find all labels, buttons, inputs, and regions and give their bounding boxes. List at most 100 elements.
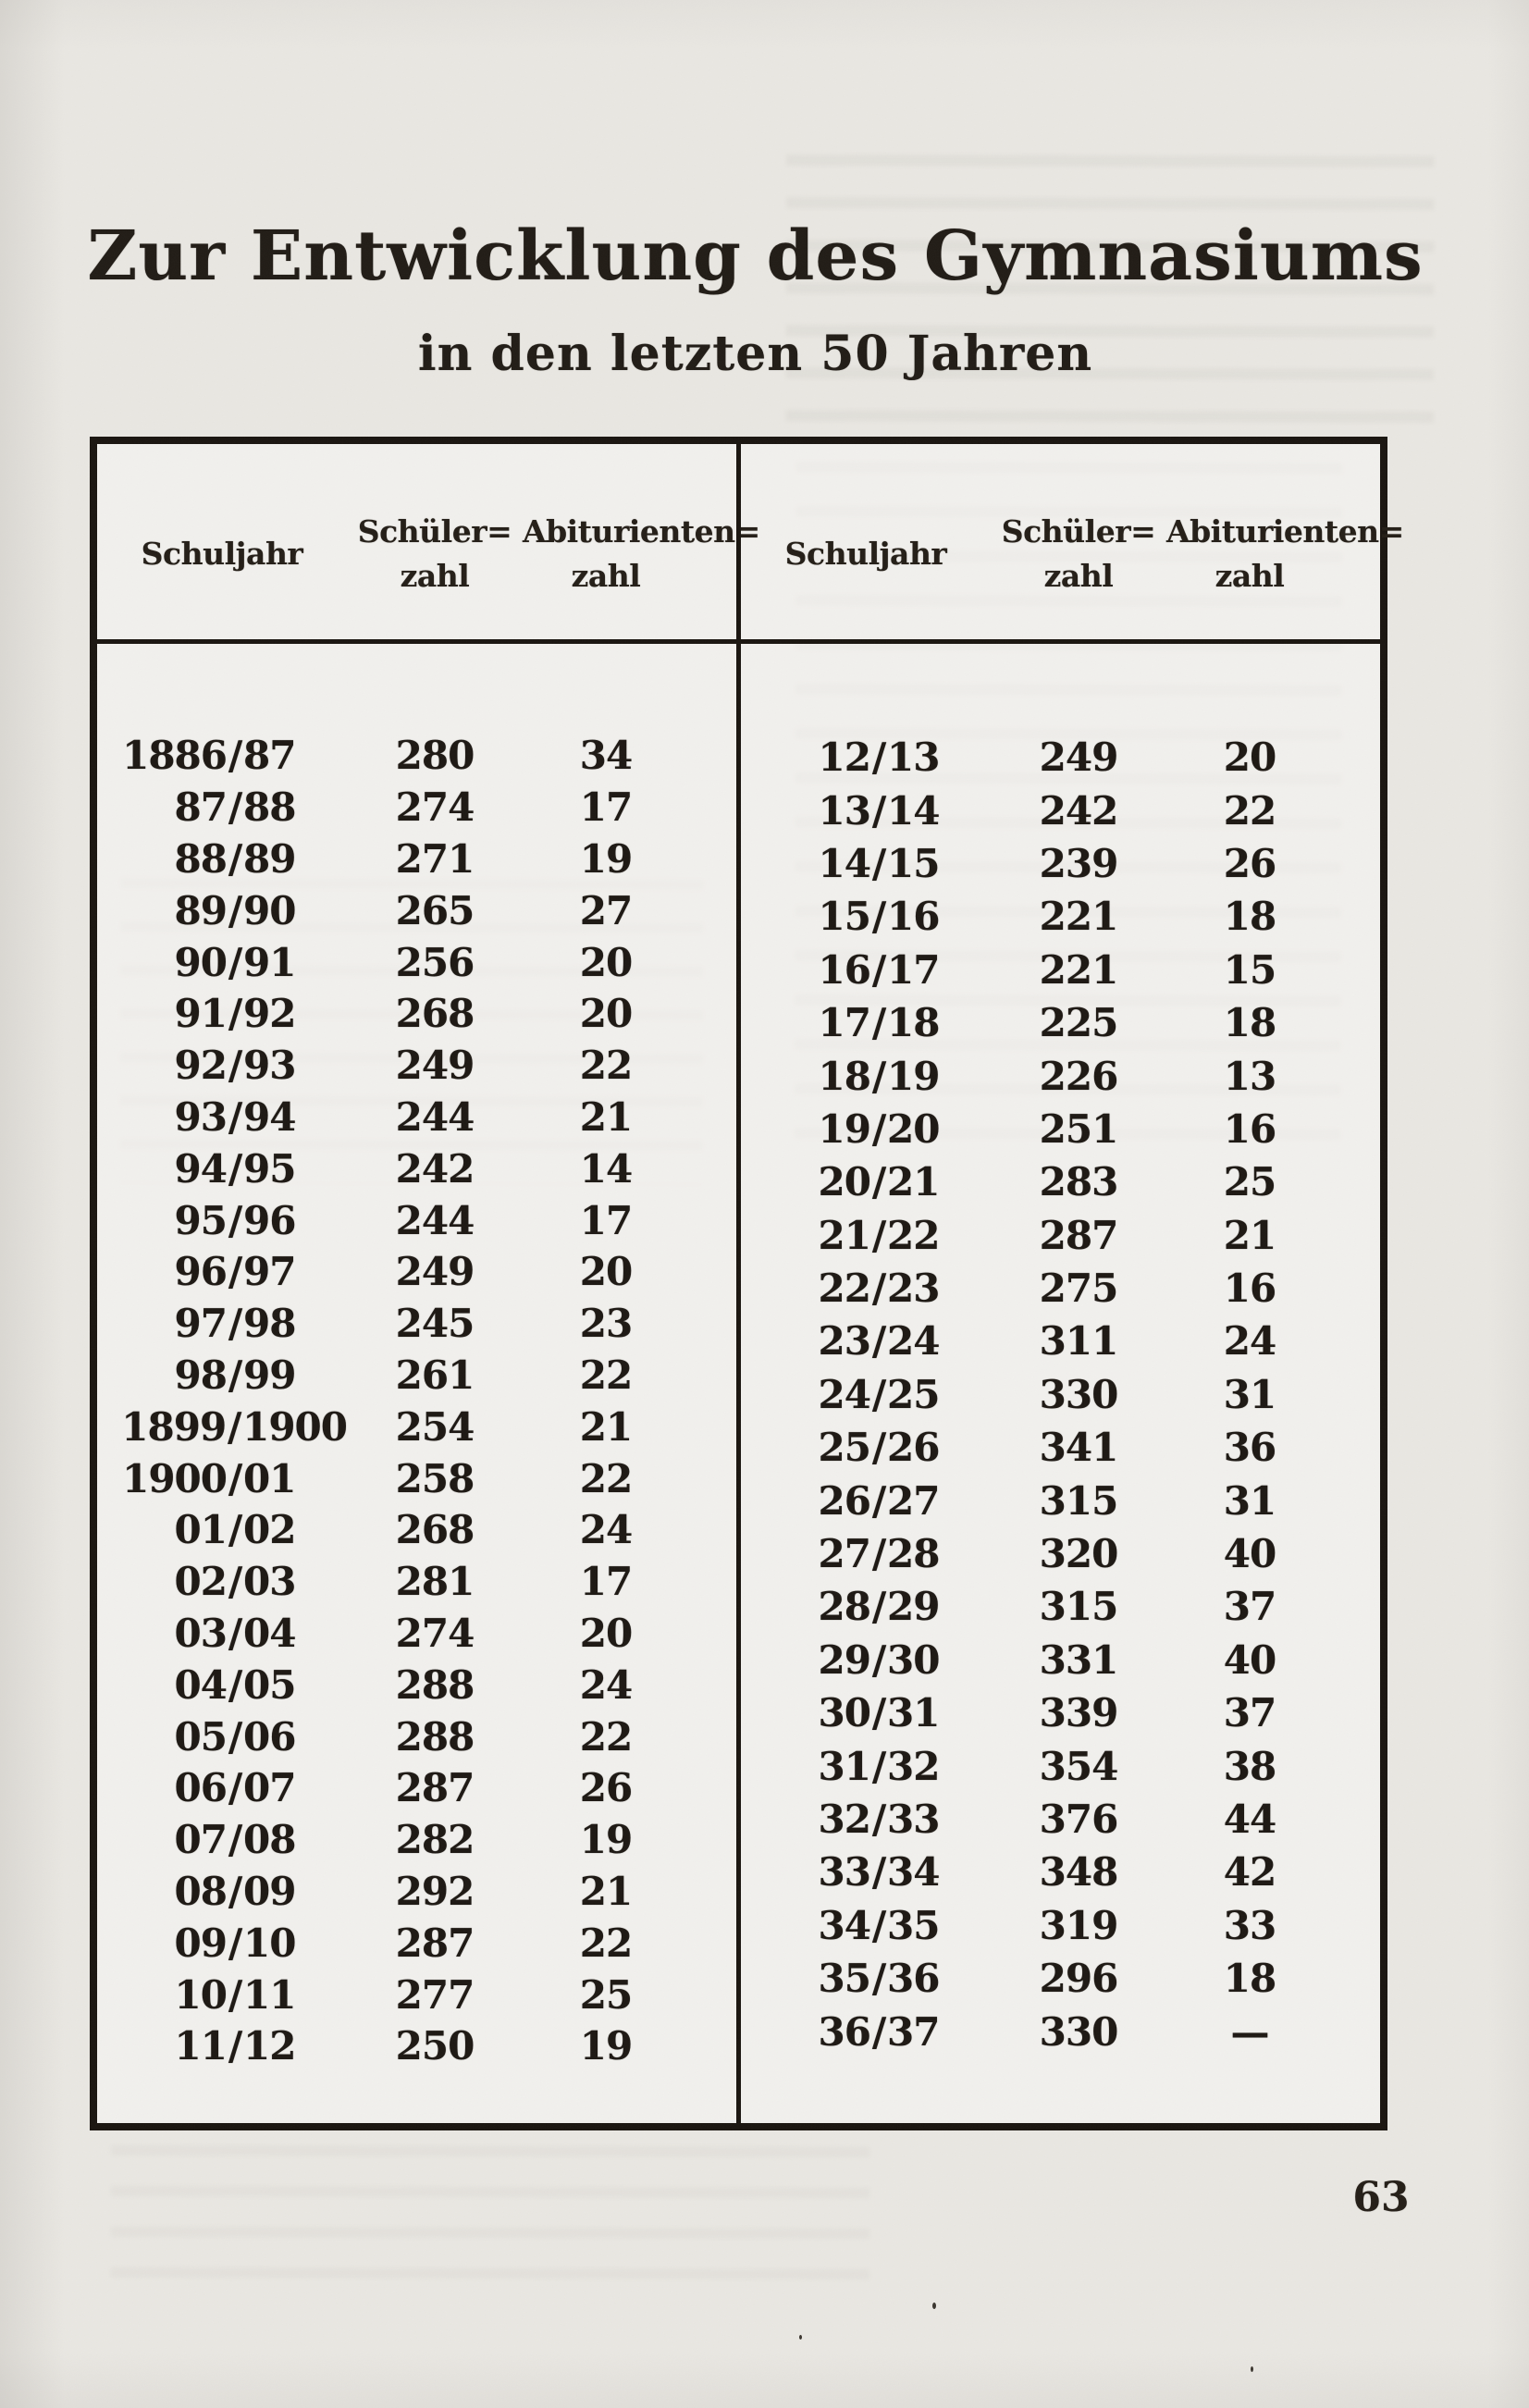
cell-schuelerzahl: 268 (395, 1507, 475, 1553)
cell-schuelerzahl: 226 (1039, 1053, 1119, 1099)
cell-abiturientenzahl: 31 (1223, 1371, 1276, 1417)
year-post: 98 (243, 1301, 296, 1347)
cell-schuljahr: 90/91 (97, 940, 347, 985)
year-pre: 06 (174, 1765, 228, 1811)
cell-schuljahr: 15/16 (741, 894, 991, 939)
cell-schuljahr: 87/88 (97, 784, 347, 830)
year-pre: 35 (818, 1956, 871, 2002)
year-pre: 10 (174, 1971, 228, 2018)
cell-schuelerzahl: 315 (1039, 1477, 1119, 1524)
year-pre: 27 (818, 1531, 871, 1577)
year-post: 30 (887, 1636, 940, 1683)
year-pre: 03 (174, 1610, 228, 1656)
cell-schuelerzahl: 330 (1039, 1371, 1119, 1417)
table-row: 12/13 249 20 (741, 731, 1380, 784)
cell-abiturientenzahl: 24 (579, 1507, 633, 1553)
cell-abiturientenzahl: 34 (579, 733, 633, 779)
cell-schuljahr: 05/06 (97, 1714, 347, 1760)
year-pre: 87 (174, 784, 228, 831)
year-slash: / (228, 939, 242, 985)
year-slash: / (228, 991, 242, 1037)
year-post: 1900 (242, 1403, 348, 1450)
year-pre: 08 (174, 1868, 228, 1914)
year-pre: 31 (818, 1743, 871, 1789)
table-row: 20/21 283 25 (741, 1155, 1380, 1208)
year-slash: / (228, 1507, 242, 1553)
table-row: 02/03 281 17 (97, 1556, 736, 1608)
year-slash: / (871, 787, 886, 834)
table-row: 19/20 251 16 (741, 1103, 1380, 1155)
year-post: 16 (887, 894, 940, 940)
cell-schuelerzahl: 242 (395, 1145, 475, 1192)
cell-abiturientenzahl: 20 (579, 1610, 633, 1656)
year-post: 13 (887, 735, 940, 781)
year-post: 33 (887, 1797, 940, 1842)
cell-schuelerzahl: 315 (1039, 1584, 1119, 1630)
year-slash: / (228, 784, 242, 831)
table-row: 18/19 226 13 (741, 1049, 1380, 1102)
year-pre: 92 (174, 1043, 228, 1089)
cell-schuelerzahl: 271 (395, 835, 475, 882)
header-schuelerzahl: Schüler= zahl (991, 510, 1166, 599)
cell-schuljahr: 96/97 (97, 1249, 347, 1294)
year-post: 03 (243, 1559, 296, 1605)
year-pre: 33 (818, 1849, 871, 1896)
year-slash: / (871, 1212, 886, 1258)
year-post: 95 (243, 1145, 296, 1192)
cell-schuljahr: 25/26 (741, 1425, 991, 1470)
cell-schuljahr: 18/19 (741, 1054, 991, 1099)
cell-schuljahr: 19/20 (741, 1106, 991, 1152)
cell-abiturientenzahl: 17 (579, 1197, 633, 1243)
table-row: 16/17 221 15 (741, 944, 1380, 996)
cell-abiturientenzahl: 22 (1223, 787, 1276, 834)
table-row: 95/96 244 17 (97, 1194, 736, 1246)
year-pre: 26 (818, 1477, 871, 1524)
cell-schuljahr: 1899/1900 (97, 1403, 348, 1450)
year-post: 14 (887, 787, 940, 834)
year-slash: / (871, 1318, 886, 1365)
year-post: 31 (887, 1690, 940, 1736)
cell-abiturientenzahl: 44 (1223, 1797, 1276, 1842)
cell-schuljahr: 27/28 (741, 1531, 991, 1576)
year-pre: 34 (818, 1902, 871, 1948)
header-schuelerzahl: Schüler= zahl (347, 510, 523, 599)
year-slash: / (228, 1868, 242, 1914)
cell-abiturientenzahl: 21 (579, 1868, 633, 1914)
cell-schuelerzahl: 225 (1039, 1000, 1119, 1046)
year-pre: 14 (818, 840, 871, 886)
table-row: 27/28 320 40 (741, 1527, 1380, 1580)
year-pre: 13 (818, 787, 871, 834)
cell-schuelerzahl: 319 (1039, 1902, 1119, 1948)
year-slash: / (871, 1425, 886, 1471)
cell-schuelerzahl: 292 (395, 1868, 475, 1914)
cell-abiturientenzahl: 22 (579, 1043, 633, 1089)
cell-schuljahr: 28/29 (741, 1584, 991, 1629)
year-pre: 23 (818, 1318, 871, 1365)
table-row: 89/90 265 27 (97, 884, 736, 936)
table-row: 1899/1900 254 21 (97, 1401, 736, 1452)
cell-schuljahr: 08/09 (97, 1869, 347, 1914)
year-pre: 25 (818, 1425, 871, 1471)
year-slash: / (871, 1105, 886, 1152)
header-schuelerzahl-line2: zahl (400, 557, 470, 594)
year-slash: / (228, 1661, 242, 1708)
cell-schuljahr: 97/98 (97, 1301, 347, 1346)
year-slash: / (228, 1249, 242, 1295)
year-pre: 15 (818, 894, 871, 940)
cell-schuljahr: 34/35 (741, 1903, 991, 1948)
year-pre: 98 (174, 1352, 228, 1398)
table-row: 09/10 287 22 (97, 1917, 736, 1969)
header-schuelerzahl-line2: zahl (1043, 557, 1114, 594)
table-row: 1886/87 280 34 (97, 730, 736, 782)
year-slash: / (228, 1145, 242, 1192)
table-row: 07/08 282 19 (97, 1814, 736, 1866)
year-pre: 12 (818, 735, 871, 781)
cell-schuljahr: 36/37 (741, 2009, 991, 2055)
year-post: 10 (243, 1920, 296, 1966)
cell-schuelerzahl: 274 (395, 1610, 475, 1656)
table-row: 28/29 315 37 (741, 1580, 1380, 1633)
year-post: 89 (243, 835, 296, 882)
cell-abiturientenzahl: 31 (1223, 1477, 1276, 1524)
table-row: 94/95 242 14 (97, 1142, 736, 1194)
year-slash: / (228, 1197, 242, 1243)
